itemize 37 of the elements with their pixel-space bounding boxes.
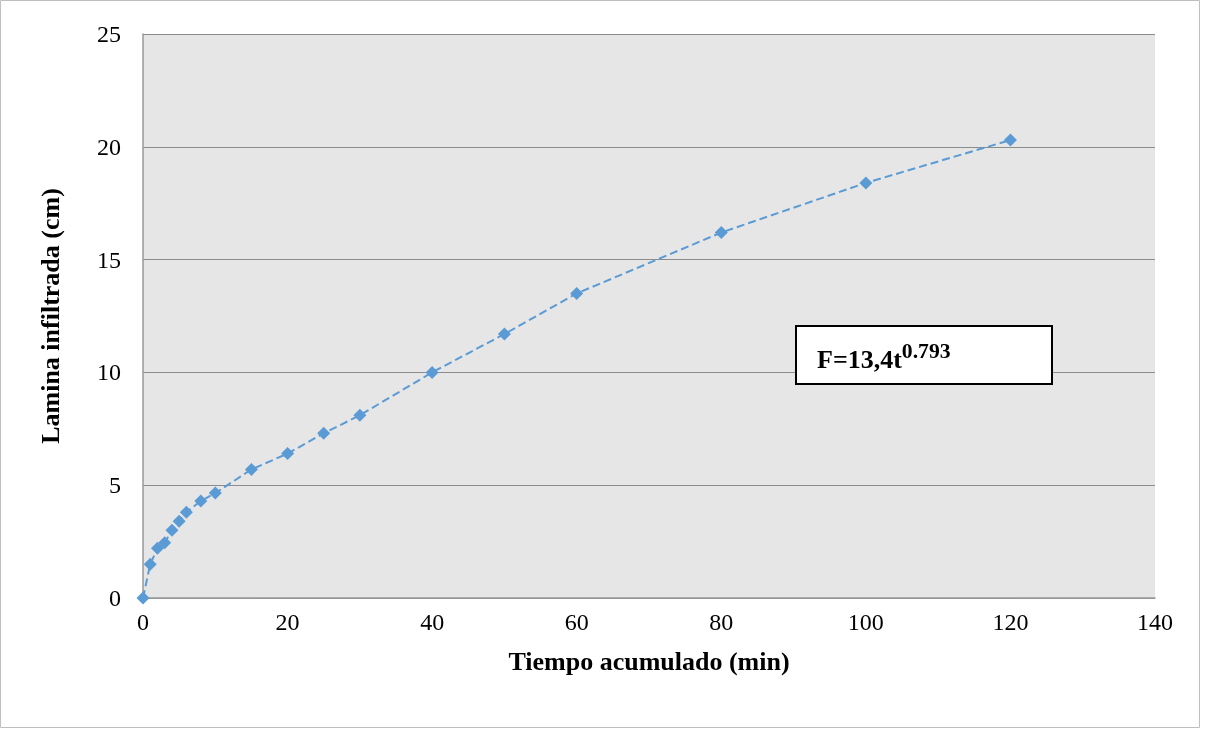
- point: [244, 462, 258, 476]
- x-tick-label: 20: [275, 609, 300, 635]
- point: [150, 541, 164, 555]
- annotation: F=13,4t$^{0.793}$: [817, 339, 951, 375]
- point: [208, 486, 222, 500]
- point: [165, 523, 179, 537]
- x-tick-label: 40: [420, 609, 445, 635]
- point: [353, 408, 367, 422]
- y-tick-label: 25: [97, 21, 121, 47]
- point: [158, 536, 172, 550]
- point: [136, 591, 150, 605]
- point: [281, 447, 295, 461]
- x-tick-label: 100: [847, 609, 884, 635]
- y-axis-title: Lamina infiltrada (cm): [35, 188, 65, 444]
- point: [317, 426, 331, 440]
- y-tick-label: 15: [97, 246, 121, 273]
- point: [497, 327, 511, 341]
- x-tick-label: 60: [564, 609, 589, 635]
- x-tick-label: 0: [137, 609, 149, 635]
- point: [425, 365, 439, 379]
- point: [1003, 133, 1017, 147]
- y-tick-label: 20: [97, 133, 121, 160]
- x-tick-label: 120: [992, 609, 1029, 635]
- point: [172, 514, 186, 528]
- point: [714, 226, 728, 240]
- point: [859, 176, 873, 190]
- point: [194, 494, 208, 508]
- point: [179, 505, 193, 519]
- point: [143, 557, 157, 571]
- y-tick-label: 0: [109, 585, 121, 611]
- x-tick-label: 80: [709, 609, 734, 635]
- y-tick-label: 5: [109, 472, 121, 499]
- y-tick-label: 10: [97, 359, 121, 386]
- x-axis-title: Tiempo acumulado (min): [508, 646, 790, 676]
- x-tick-label: 140: [1137, 609, 1173, 635]
- point: [570, 286, 584, 300]
- equation-box: F=13,4t$^{0.793}$: [795, 325, 1053, 385]
